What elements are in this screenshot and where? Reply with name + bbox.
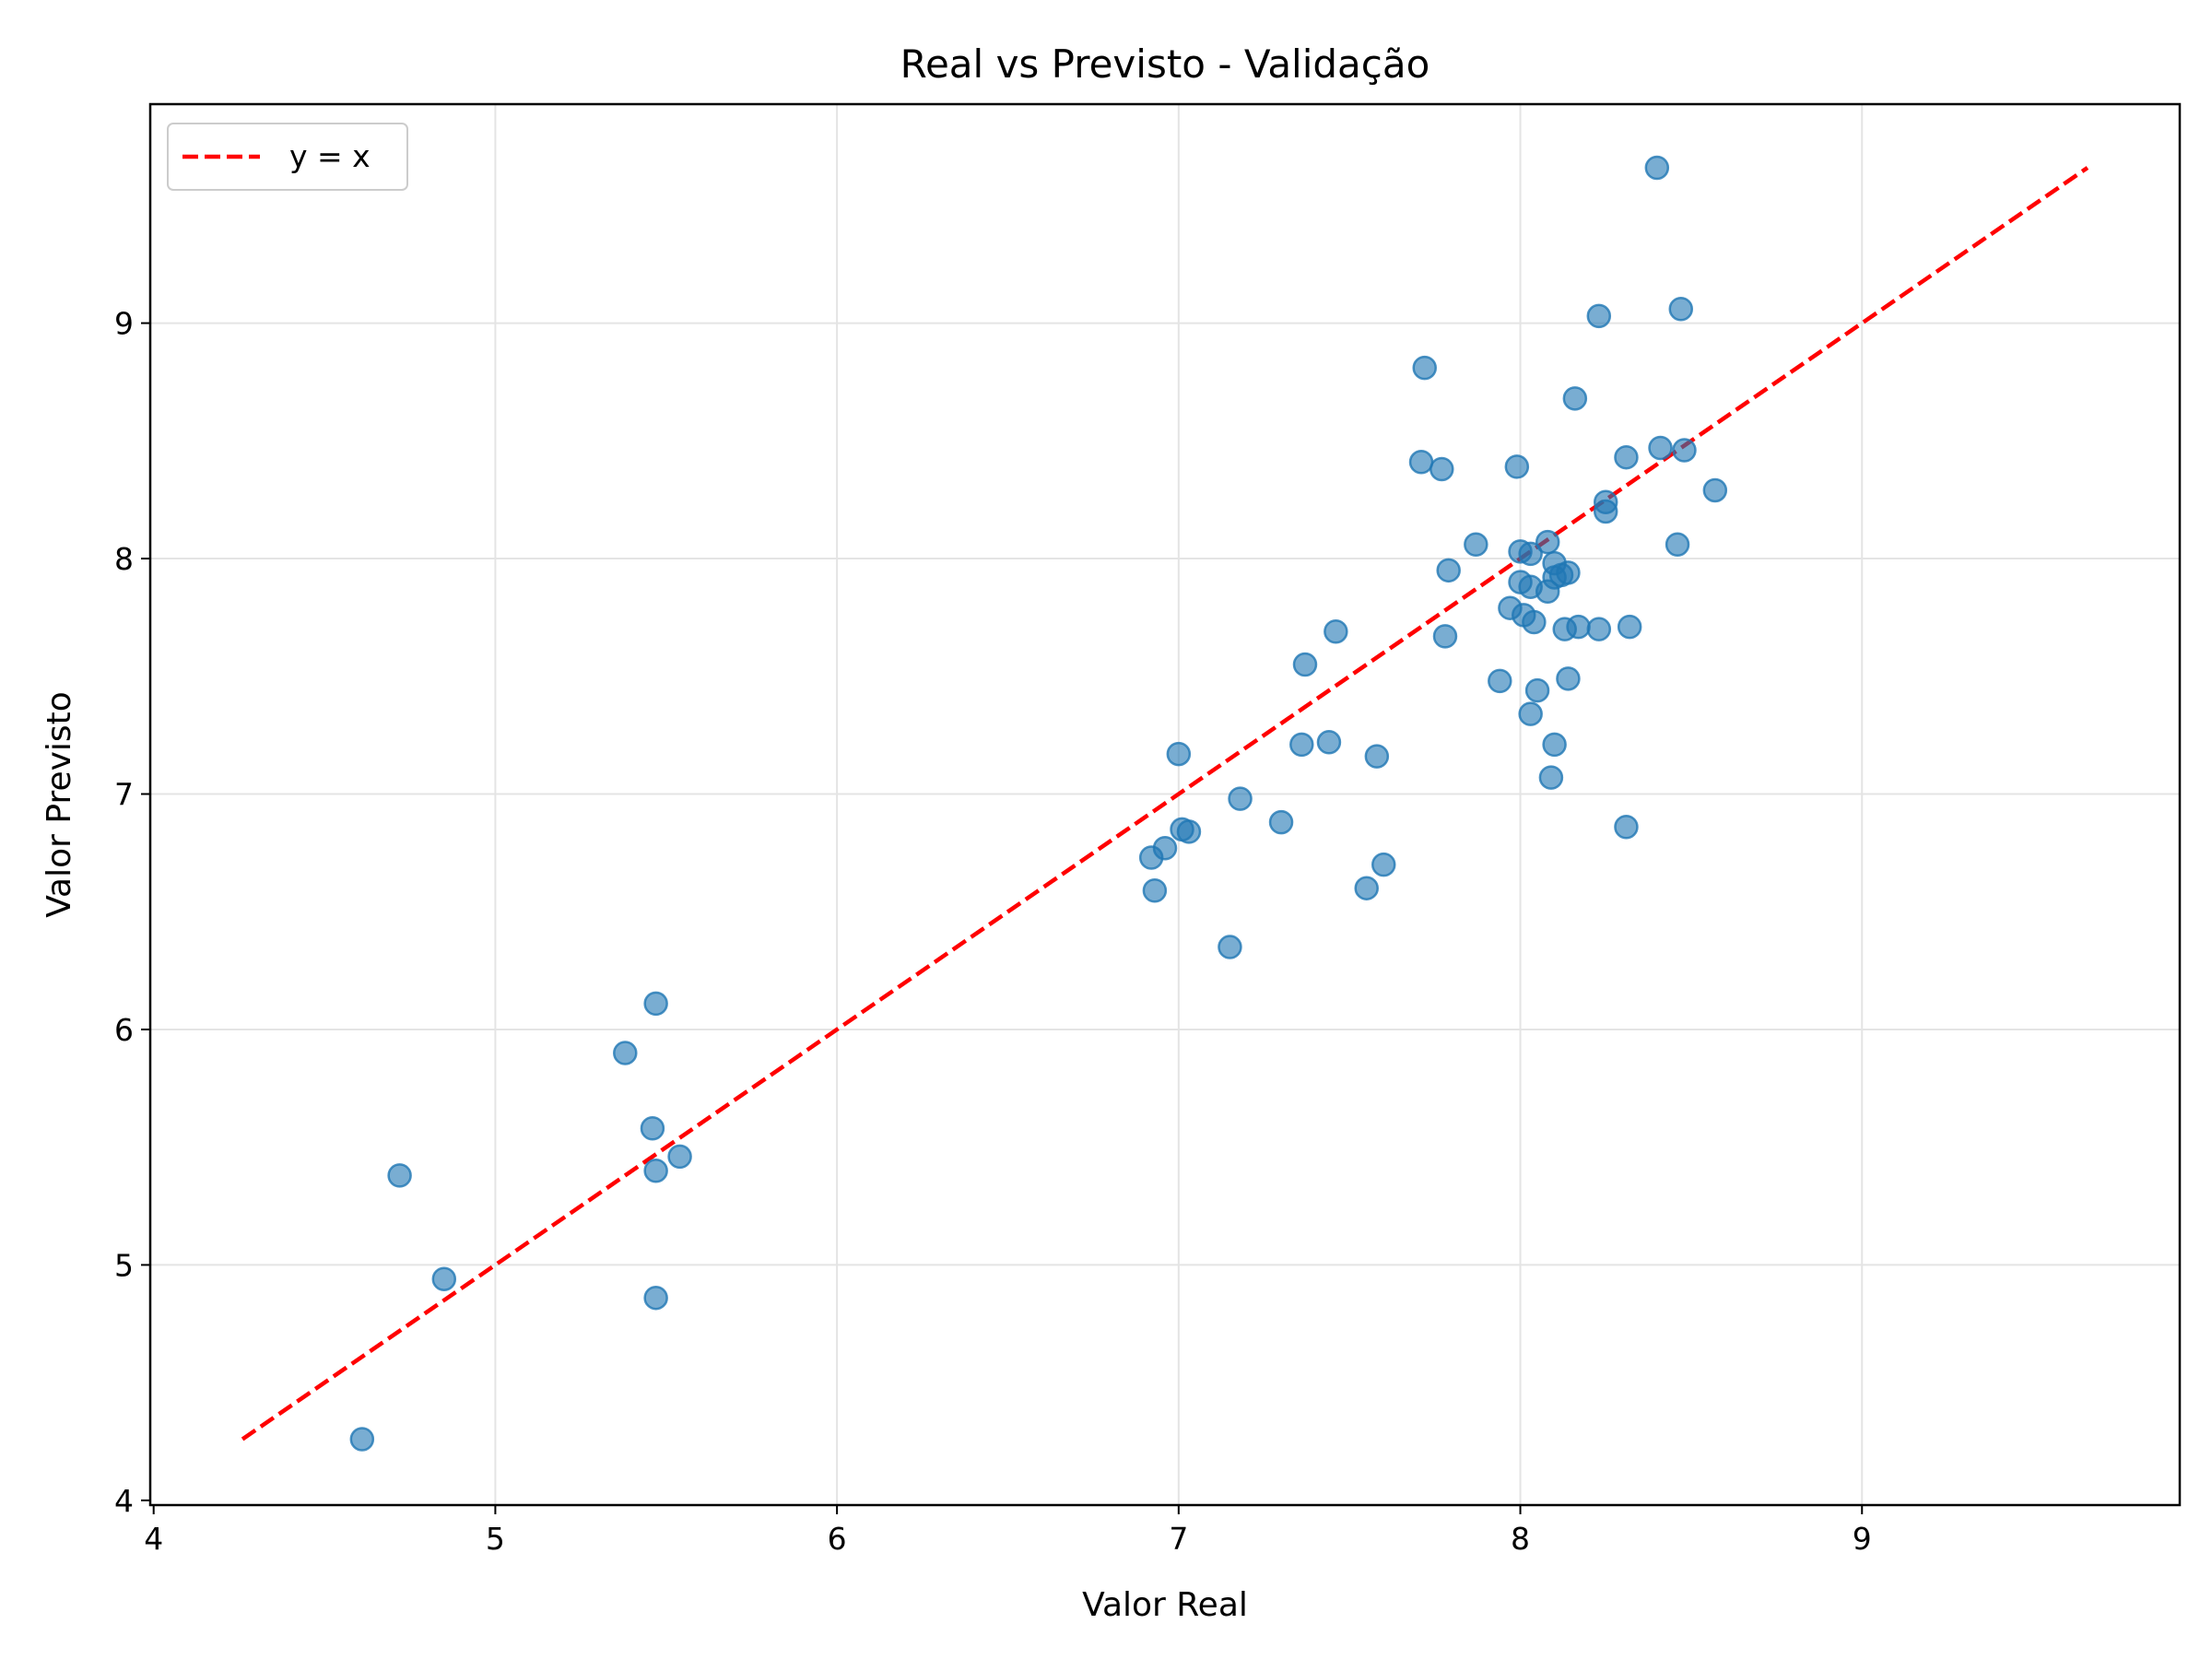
legend: y = x	[167, 123, 408, 191]
scatter-point	[1152, 836, 1178, 861]
x-axis-label: Valor Real	[1082, 1586, 1248, 1624]
scatter-point	[1430, 456, 1454, 482]
scatter-point	[1535, 529, 1560, 555]
legend-box	[167, 123, 408, 191]
scatter-point	[1432, 624, 1458, 649]
scatter-point	[643, 1158, 668, 1183]
scatter-point	[1614, 815, 1639, 840]
scatter-point	[1364, 744, 1390, 769]
scatter-point	[613, 1041, 638, 1065]
gridlines	[150, 104, 2180, 1505]
chart-title: Real vs Previsto - Validação	[900, 41, 1430, 87]
scatter-point	[1464, 532, 1488, 557]
scatter-point	[1371, 852, 1396, 877]
scatter-point	[640, 1116, 665, 1141]
scatter-point	[1142, 877, 1168, 903]
x-tick-label: 5	[486, 1521, 505, 1557]
scatter-point	[1488, 668, 1512, 694]
y-tick-label: 6	[114, 1012, 134, 1048]
scatter-point	[1542, 732, 1567, 758]
scatter-point	[1556, 666, 1581, 691]
scatter-point	[1566, 614, 1591, 640]
y-axis-ticks: 4 5 6 7 8 9	[114, 306, 150, 1519]
scatter-point	[1586, 617, 1612, 641]
scatter-point	[1672, 438, 1697, 463]
scatter-point	[1408, 450, 1434, 475]
scatter-point	[643, 991, 668, 1017]
scatter-point	[1538, 765, 1564, 790]
scatter-point	[1665, 532, 1690, 557]
scatter-point	[1324, 618, 1348, 644]
scatter-point	[349, 1427, 375, 1452]
reference-line-y-equals-x	[241, 166, 2089, 1441]
scatter-point	[1617, 614, 1642, 640]
scatter-point	[1522, 609, 1547, 635]
y-tick-label: 4	[114, 1483, 134, 1519]
x-tick-label: 9	[1853, 1521, 1872, 1557]
scatter-point	[1289, 732, 1314, 758]
plot-area-frame	[148, 102, 2182, 1507]
scatter-point	[387, 1163, 412, 1188]
scatter-point	[1593, 499, 1618, 524]
scatter-point	[1648, 435, 1673, 461]
x-axis-ticks: 4 5 6 7 8 9	[144, 1505, 1872, 1557]
scatter-point	[1316, 730, 1342, 755]
y-axis-label: Valor Previsto	[41, 691, 78, 918]
scatter-point	[1166, 741, 1192, 767]
scatter-point	[1412, 355, 1437, 381]
scatter-point	[1292, 652, 1318, 677]
scatter-point	[1702, 477, 1728, 503]
scatter-point	[1504, 454, 1530, 479]
scatter-point	[1614, 444, 1639, 470]
scatter-point	[431, 1266, 457, 1292]
scatter-point	[1436, 558, 1461, 583]
scatter-point	[1268, 809, 1294, 835]
y-tick-label: 5	[114, 1247, 134, 1283]
scatter-point	[667, 1144, 692, 1170]
scatter-point	[1354, 876, 1379, 900]
scatter-point	[1586, 303, 1612, 329]
scatter-point	[1644, 155, 1670, 181]
scatter-point	[1524, 677, 1550, 703]
scatter-point	[1218, 935, 1242, 959]
y-tick-label: 7	[114, 777, 134, 813]
scatter-point	[1228, 786, 1253, 811]
scatter-point	[1518, 701, 1543, 726]
x-tick-label: 7	[1169, 1521, 1188, 1557]
y-tick-label: 8	[114, 541, 134, 577]
x-tick-label: 4	[144, 1521, 163, 1557]
x-tick-label: 6	[828, 1521, 847, 1557]
scatter-point	[1562, 386, 1588, 411]
scatter-point	[1518, 541, 1543, 567]
scatter-point	[1556, 560, 1581, 585]
scatter-point	[1176, 819, 1202, 844]
scatter-point	[643, 1285, 668, 1311]
legend-label-y-equals-x: y = x	[289, 138, 371, 174]
data-points	[349, 155, 1728, 1452]
scatter-point	[1668, 297, 1694, 322]
y-tick-label: 9	[114, 306, 134, 342]
x-tick-label: 8	[1511, 1521, 1530, 1557]
